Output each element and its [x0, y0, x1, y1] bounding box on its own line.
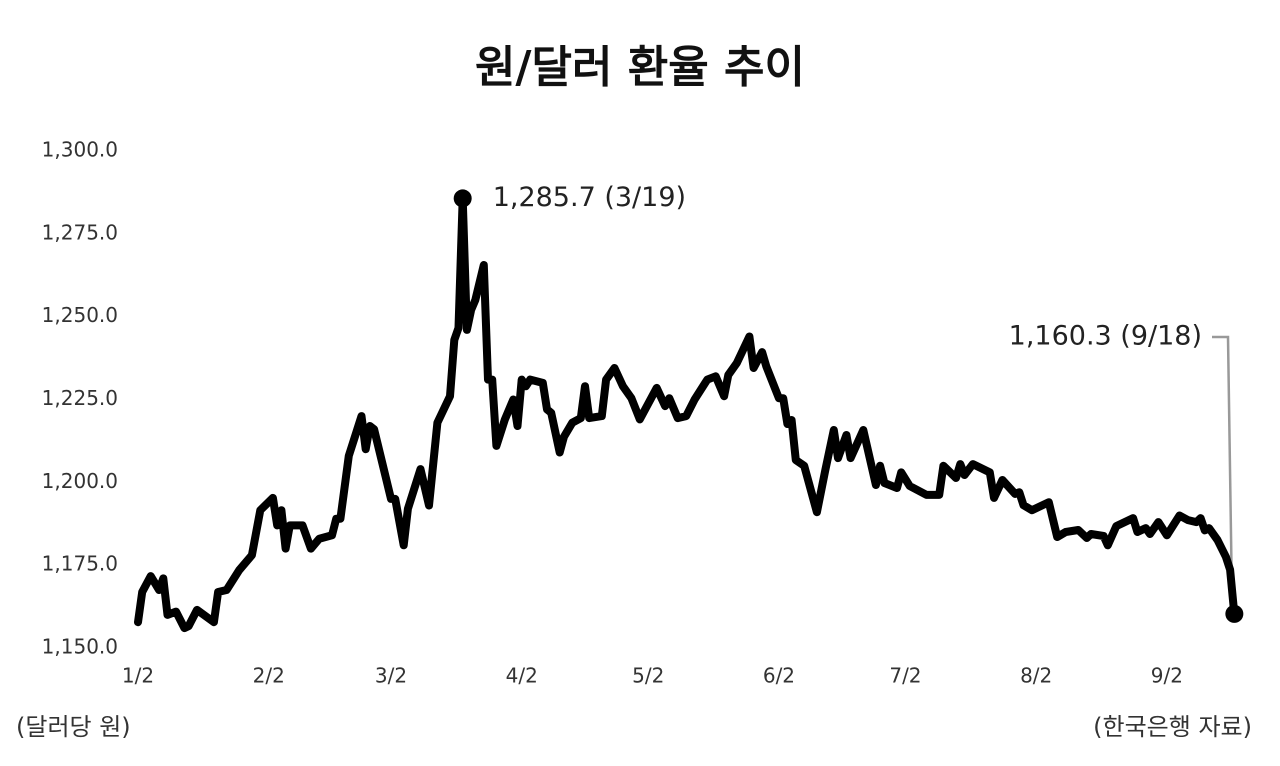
y-tick-label: 1,300.0	[42, 138, 118, 162]
x-tick-label: 6/2	[763, 664, 795, 688]
annotation-label: 1,160.3 (9/18)	[1009, 321, 1202, 352]
x-tick-label: 7/2	[889, 664, 921, 688]
chart-title: 원/달러 환율 추이	[475, 42, 805, 93]
x-tick-label: 3/2	[375, 664, 407, 688]
annotation-dot	[1225, 604, 1244, 623]
x-tick-label: 2/2	[253, 664, 285, 688]
leader-line	[1212, 335, 1234, 601]
y-tick-label: 1,200.0	[42, 469, 118, 493]
y-unit-note: (달러당 원)	[16, 713, 131, 741]
y-tick-label: 1,275.0	[42, 220, 118, 244]
x-tick-label: 1/2	[122, 664, 154, 688]
y-tick-label: 1,250.0	[42, 303, 118, 327]
source-note: (한국은행 자료)	[1093, 713, 1252, 741]
x-tick-label: 5/2	[632, 664, 664, 688]
x-tick-label: 9/2	[1151, 664, 1183, 688]
annotation-dot	[453, 189, 472, 208]
x-tick-label: 8/2	[1020, 664, 1052, 688]
y-tick-label: 1,225.0	[42, 386, 118, 410]
annotation-label: 1,285.7 (3/19)	[493, 182, 686, 213]
y-tick-label: 1,175.0	[42, 552, 118, 576]
line-series	[134, 194, 1239, 633]
x-tick-label: 4/2	[506, 664, 538, 688]
y-tick-label: 1,150.0	[42, 635, 118, 659]
